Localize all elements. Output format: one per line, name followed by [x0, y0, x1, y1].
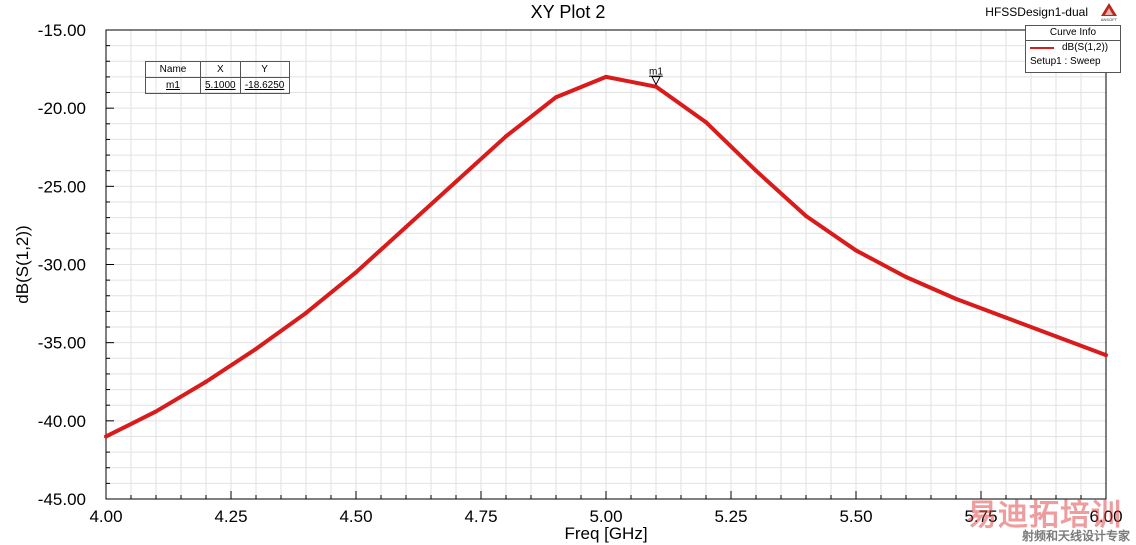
data-point: [904, 275, 908, 280]
marker-table-header-y: Y: [239, 61, 290, 78]
grid: [105, 29, 1107, 500]
legend-sweep-name: Setup1 : Sweep: [1030, 56, 1101, 67]
series-layer: [104, 74, 1108, 439]
data-point: [954, 296, 958, 301]
data-point: [104, 434, 108, 439]
x-tick-label: 4.25: [214, 507, 247, 526]
data-point: [504, 134, 508, 139]
y-tick-labels: -15.00 -20.00 -25.00 -30.00 -35.00 -40.00 -45.…: [38, 21, 86, 509]
data-point: [404, 224, 408, 229]
curve-info-title: Curve Info: [1026, 26, 1120, 41]
marker-y-cell: -18.6250: [239, 77, 290, 94]
data-point: [304, 310, 308, 315]
x-tick-label: 5.25: [714, 507, 747, 526]
data-point: [1004, 315, 1008, 320]
data-point: [604, 74, 608, 79]
data-point: [854, 248, 858, 253]
data-point: [1104, 353, 1108, 358]
y-tick-label: -30.00: [38, 256, 86, 275]
y-axis-label: dB(S(1,2)): [13, 225, 32, 303]
data-point: [354, 270, 358, 275]
data-point: [454, 179, 458, 184]
watermark-text: 易迪拓培训: [967, 499, 1122, 532]
x-axis-label: Freq [GHz]: [564, 524, 647, 543]
marker-table-header-name: Name: [145, 61, 201, 78]
x-tick-label: 4.50: [339, 507, 372, 526]
data-point: [254, 346, 258, 351]
y-tick-label: -25.00: [38, 177, 86, 196]
marker-table-header-x: X: [200, 61, 241, 78]
curve-info-trace-row[interactable]: dB(S(1,2)): [1026, 41, 1120, 55]
data-point: [1054, 334, 1058, 339]
data-point: [754, 168, 758, 173]
watermark-subtitle: 射频和天线设计专家: [1021, 529, 1130, 543]
marker-table-header: Name X Y: [145, 61, 290, 78]
x-tick-label: 5.50: [839, 507, 872, 526]
marker-x-cell: 5.1000: [200, 77, 241, 94]
marker-triangle: [651, 76, 661, 86]
y-tick-label: -40.00: [38, 412, 86, 431]
ansoft-logo-icon: ANSOFT: [1101, 3, 1118, 22]
x-tick-label: 5.00: [589, 507, 622, 526]
data-point: [204, 379, 208, 384]
marker-table: Name X Y m1 5.1000 -18.6250: [145, 61, 290, 94]
x-tick-label: 4.75: [464, 507, 497, 526]
markers-layer: m1: [649, 67, 663, 86]
data-point: [654, 84, 658, 89]
x-tick-label: 6.00: [1089, 507, 1122, 526]
y-tick-label: -20.00: [38, 99, 86, 118]
x-tick-label: 5.75: [964, 507, 997, 526]
y-tick-label: -15.00: [38, 21, 86, 40]
ticks: [105, 29, 1107, 500]
curve-info-legend[interactable]: Curve Info dB(S(1,2)) Setup1 : Sweep: [1025, 25, 1121, 73]
data-point: [554, 95, 558, 100]
y-tick-label: -45.00: [38, 490, 86, 509]
x-tick-label: 4.00: [89, 507, 122, 526]
y-tick-label: -35.00: [38, 334, 86, 353]
chart-title: XY Plot 2: [530, 2, 606, 22]
x-tick-labels: 4.00 4.25 4.50 4.75 5.00 5.25 5.50 5.75 6.00: [89, 507, 1122, 526]
marker-name-cell[interactable]: m1: [145, 77, 201, 94]
design-name: HFSSDesign1-dual: [985, 5, 1088, 19]
marker-table-row: m1 5.1000 -18.6250: [145, 77, 290, 94]
data-point: [154, 409, 158, 414]
marker-label: m1: [649, 67, 663, 78]
data-point: [804, 214, 808, 219]
data-point: [704, 120, 708, 125]
legend-line-swatch: [1030, 47, 1054, 49]
legend-trace-name: dB(S(1,2)): [1062, 42, 1109, 53]
logo-text: ANSOFT: [1101, 17, 1118, 22]
curve-info-sweep-row: Setup1 : Sweep: [1026, 55, 1120, 69]
